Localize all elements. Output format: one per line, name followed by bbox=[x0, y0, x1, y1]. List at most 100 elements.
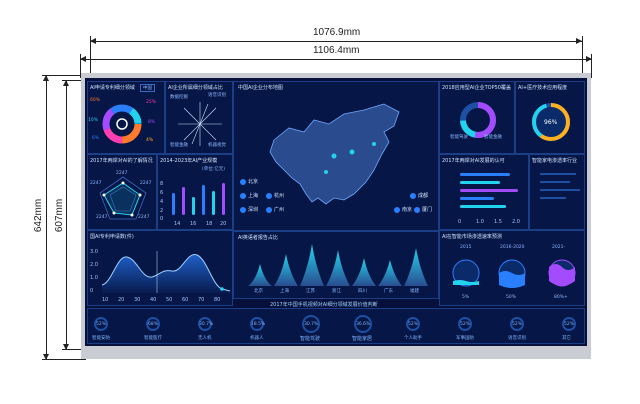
panel-top50: 2018应用型AI企业TOP50覆盖 智能驾驶 智能金融 bbox=[439, 81, 515, 154]
legend-label: 智能驾驶 bbox=[450, 135, 468, 140]
city-marker[interactable]: 广州 bbox=[266, 206, 284, 213]
x-label: 北京 bbox=[254, 289, 263, 294]
panel-title: AI企业所属细分领域占比 bbox=[168, 85, 223, 91]
y-tick: 6 bbox=[160, 190, 164, 196]
panel-appliance: 智能家电渗透率行业 bbox=[529, 154, 585, 230]
ext-line-left bbox=[90, 36, 91, 80]
panel-title: 2018应用型AI企业TOP50覆盖 bbox=[442, 85, 511, 91]
y-tick: 0 bbox=[90, 288, 94, 294]
y-tick: 1.0 bbox=[90, 275, 98, 281]
panel-patent-domains: AI申请专利细分领域 中国 60% 25% 10% 8% 6% 4% bbox=[87, 81, 165, 154]
arrow-left-icon bbox=[80, 56, 86, 62]
panel-medical: AI+医疗技术应用程度 96% bbox=[515, 81, 585, 154]
city-marker[interactable]: 北京 bbox=[240, 178, 258, 185]
city-marker[interactable]: 南京 bbox=[394, 206, 412, 213]
panel-title: 2014-2023年AI产业规模 bbox=[160, 158, 218, 164]
left-dimension-line-1 bbox=[46, 75, 47, 360]
x-label: 江苏 bbox=[306, 289, 315, 294]
ring-icon bbox=[94, 317, 108, 331]
wave-gauges bbox=[452, 259, 576, 288]
ext-line-top bbox=[42, 75, 86, 76]
pct-label: 50% bbox=[506, 295, 517, 300]
x-tick: 16 bbox=[190, 221, 197, 227]
hbar-chart bbox=[460, 173, 518, 208]
top-dimension-line-2 bbox=[80, 59, 592, 60]
ring-icon bbox=[302, 315, 320, 333]
gauge-chart bbox=[532, 103, 570, 141]
arrow-left-icon bbox=[90, 38, 96, 44]
pct-label: 10% bbox=[88, 118, 99, 123]
city-marker[interactable]: 深圳 bbox=[240, 206, 258, 213]
pct-label: 18.5% bbox=[251, 322, 266, 327]
item-label: 个人助手 bbox=[404, 336, 422, 341]
pct-label: 25% bbox=[146, 100, 157, 105]
pct-label: 68% bbox=[148, 322, 159, 327]
x-tick: 14 bbox=[174, 221, 181, 227]
pct-label: 52% bbox=[460, 322, 471, 327]
arrow-up-icon bbox=[63, 80, 69, 86]
period-label: 2015 bbox=[460, 245, 472, 250]
city-marker[interactable]: 成都 bbox=[410, 192, 428, 199]
top-dimension-line-1 bbox=[90, 41, 582, 42]
panel-map: 中国AI企业分布地图 北京 上海 杭州 深圳 广州 成都 南京 厦门 bbox=[233, 81, 439, 231]
ring-icon bbox=[354, 315, 372, 333]
radial-chart bbox=[178, 102, 222, 146]
ring-icon bbox=[146, 317, 160, 331]
radar-label: 2247 bbox=[140, 181, 152, 186]
x-tick: 50 bbox=[166, 297, 173, 303]
city-marker[interactable]: 厦门 bbox=[414, 206, 432, 213]
item-label: 机器人 bbox=[250, 336, 264, 341]
panel-title: 2017年两岸对AI发展的认可 bbox=[442, 158, 505, 164]
x-label: 四川 bbox=[358, 289, 367, 294]
x-tick: 18 bbox=[206, 221, 213, 227]
legend-label: 智能金融 bbox=[484, 135, 502, 140]
x-label: 福建 bbox=[410, 289, 419, 294]
radar-label: 2247 bbox=[96, 215, 108, 220]
radial-label: 语音识别 bbox=[208, 93, 226, 98]
ext-line-top2 bbox=[62, 80, 86, 81]
radial-label: 数据挖掘 bbox=[170, 95, 188, 100]
x-tick: 70 bbox=[198, 297, 205, 303]
x-label: 上海 bbox=[280, 289, 289, 294]
item-label: 军事国防 bbox=[456, 336, 474, 341]
arrow-right-icon bbox=[576, 38, 582, 44]
pct-label: 80%+ bbox=[554, 295, 568, 300]
item-label: 语音识别 bbox=[508, 336, 526, 341]
arrow-up-icon bbox=[43, 75, 49, 81]
region-dropdown[interactable]: 中国 bbox=[140, 84, 155, 92]
x-label: 浙江 bbox=[332, 289, 341, 294]
pct-label: 5% bbox=[462, 295, 470, 300]
city-marker[interactable]: 上海 bbox=[240, 192, 258, 199]
x-tick: 20 bbox=[118, 297, 125, 303]
mini-bars bbox=[540, 173, 580, 199]
donut-chart bbox=[102, 104, 142, 144]
x-tick: 1.5 bbox=[494, 219, 502, 225]
panel-english-report: AI英语者报告占比 北京 上海 江苏 浙江 四川 广东 福建 bbox=[233, 231, 439, 299]
y-tick: 2 bbox=[160, 208, 164, 214]
y-tick: 8 bbox=[160, 181, 164, 187]
top-dimension-1: 1076.9mm bbox=[313, 27, 361, 38]
x-tick: 10 bbox=[102, 297, 109, 303]
city-marker[interactable]: 杭州 bbox=[266, 192, 284, 199]
arrow-down-icon bbox=[43, 354, 49, 360]
ring-icon bbox=[406, 317, 420, 331]
item-label: 智能安防 bbox=[92, 336, 110, 341]
period-label: 2016-2020 bbox=[500, 245, 525, 250]
radar-label: 2247 bbox=[138, 215, 150, 220]
panel-title: AI申请专利细分领域 bbox=[90, 85, 135, 91]
area-chart bbox=[102, 251, 231, 293]
x-tick: 0 bbox=[458, 219, 462, 225]
china-map bbox=[269, 103, 400, 205]
pct-label: 30.7% bbox=[199, 322, 214, 327]
bar-chart bbox=[172, 183, 225, 215]
ring-icon bbox=[250, 317, 264, 331]
pct-label: 52% bbox=[96, 322, 107, 327]
left-dimension-1: 642mm bbox=[33, 198, 45, 233]
x-tick: 40 bbox=[150, 297, 157, 303]
radial-label: 机器视觉 bbox=[208, 143, 226, 148]
pct-label: 52% bbox=[408, 322, 419, 327]
ring-icon bbox=[510, 317, 524, 331]
radar-label: 2247 bbox=[90, 181, 102, 186]
spike-chart bbox=[248, 244, 428, 286]
y-tick: 0 bbox=[160, 216, 164, 222]
